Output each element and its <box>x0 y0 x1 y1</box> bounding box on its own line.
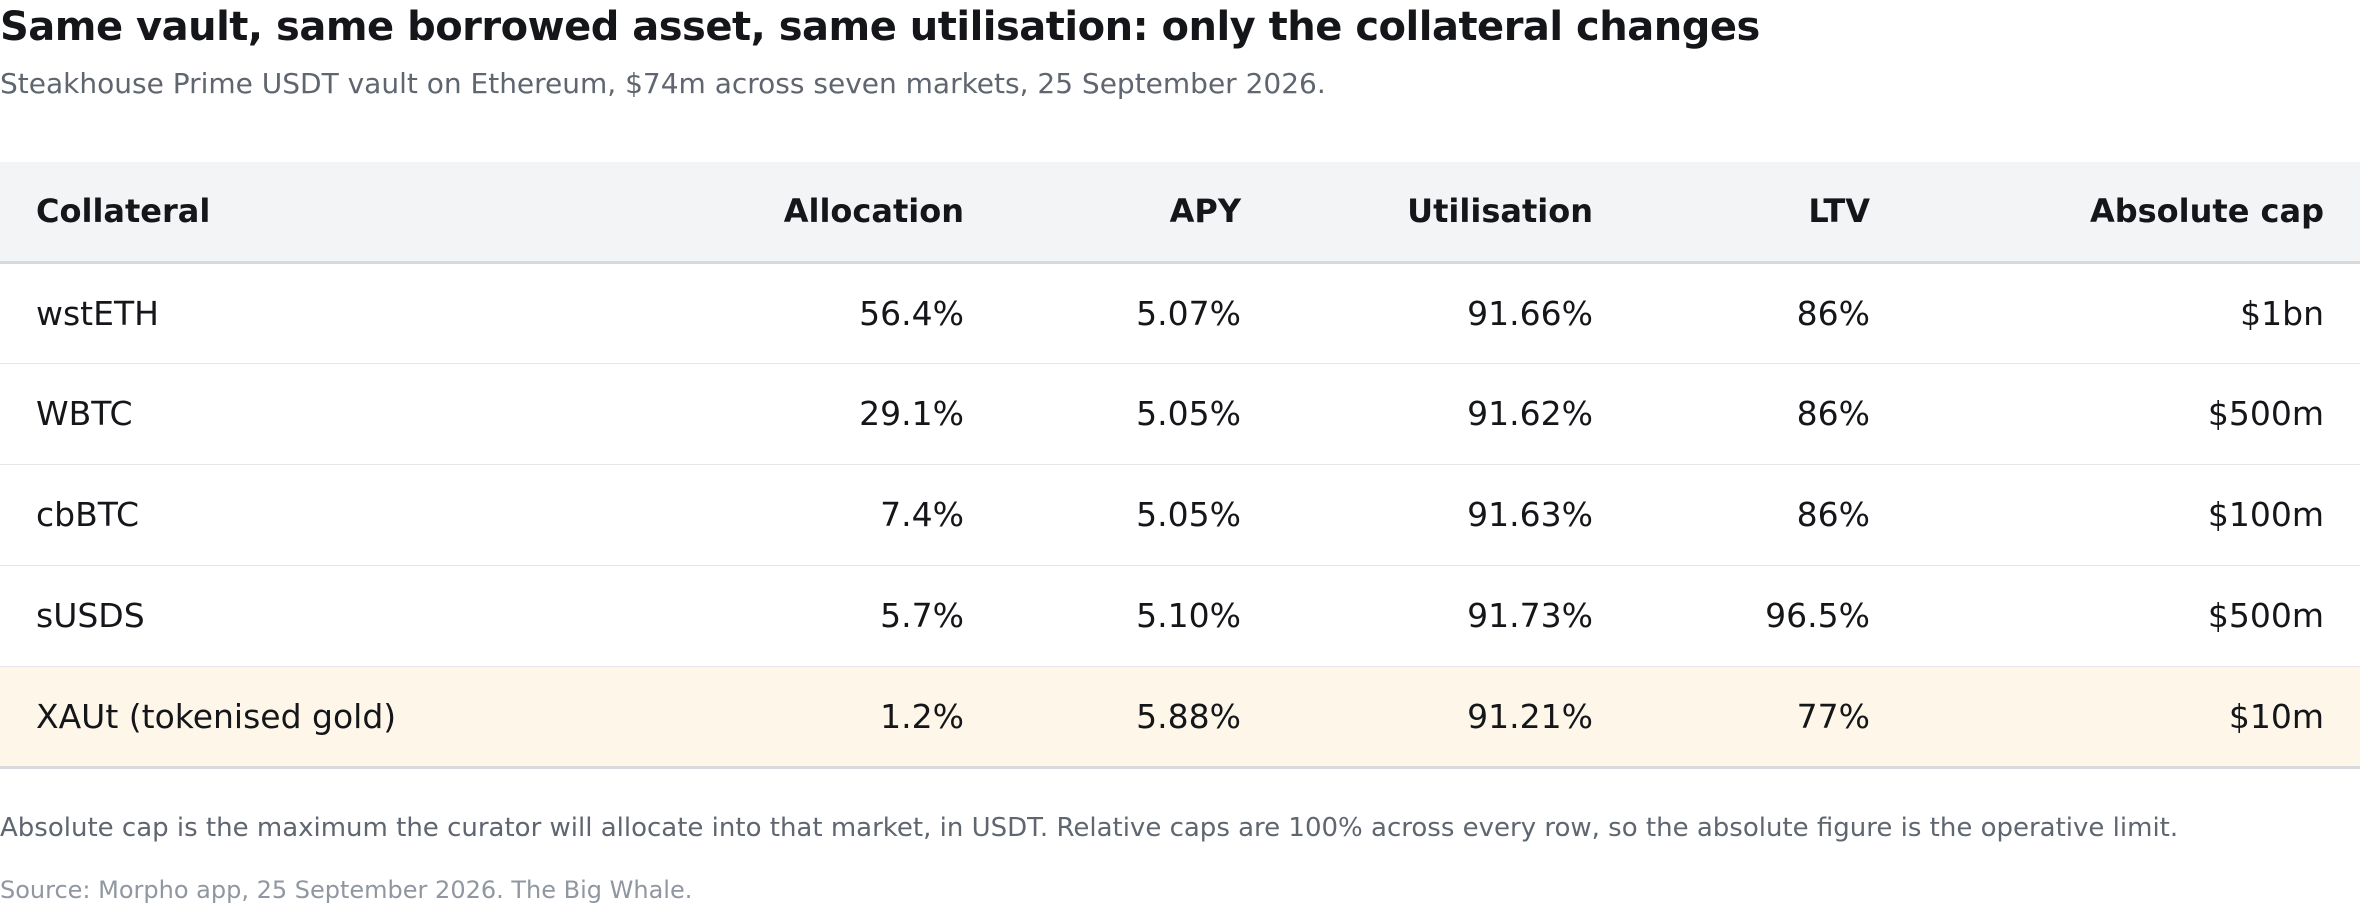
cell-absolute-cap: $1bn <box>1906 262 2360 364</box>
table-row: sUSDS 5.7% 5.10% 91.73% 96.5% $500m <box>0 565 2360 667</box>
column-header-apy: APY <box>1000 162 1277 264</box>
cell-utilisation: 91.73% <box>1277 565 1629 667</box>
cell-ltv: 86% <box>1629 363 1906 465</box>
cell-allocation: 7.4% <box>680 464 1000 566</box>
cell-apy: 5.05% <box>1000 464 1277 566</box>
cell-collateral: sUSDS <box>0 565 680 667</box>
cell-utilisation: 91.63% <box>1277 464 1629 566</box>
footnote: Absolute cap is the maximum the curator … <box>0 813 2179 843</box>
cell-apy: 5.10% <box>1000 565 1277 667</box>
column-header-utilisation: Utilisation <box>1277 162 1629 264</box>
cell-allocation: 29.1% <box>680 363 1000 465</box>
cell-allocation: 56.4% <box>680 262 1000 364</box>
cell-apy: 5.07% <box>1000 262 1277 364</box>
cell-ltv: 86% <box>1629 262 1906 364</box>
column-header-allocation: Allocation <box>680 162 1000 264</box>
cell-utilisation: 91.21% <box>1277 666 1629 769</box>
cell-utilisation: 91.62% <box>1277 363 1629 465</box>
cell-allocation: 5.7% <box>680 565 1000 667</box>
cell-collateral: WBTC <box>0 363 680 465</box>
column-header-absolute-cap: Absolute cap <box>1906 162 2360 264</box>
cell-absolute-cap: $500m <box>1906 565 2360 667</box>
cell-absolute-cap: $500m <box>1906 363 2360 465</box>
cell-allocation: 1.2% <box>680 666 1000 769</box>
cell-ltv: 77% <box>1629 666 1906 769</box>
cell-ltv: 86% <box>1629 464 1906 566</box>
column-header-collateral: Collateral <box>0 162 680 264</box>
cell-apy: 5.88% <box>1000 666 1277 769</box>
table-row: wstETH 56.4% 5.07% 91.66% 86% $1bn <box>0 262 2360 364</box>
table-row: WBTC 29.1% 5.05% 91.62% 86% $500m <box>0 363 2360 465</box>
cell-collateral: XAUt (tokenised gold) <box>0 666 680 769</box>
source-note: Source: Morpho app, 25 September 2026. T… <box>0 876 693 904</box>
cell-collateral: cbBTC <box>0 464 680 566</box>
page-title: Same vault, same borrowed asset, same ut… <box>0 4 1760 50</box>
cell-utilisation: 91.66% <box>1277 262 1629 364</box>
table-header-row: Collateral Allocation APY Utilisation LT… <box>0 162 2360 264</box>
column-header-ltv: LTV <box>1629 162 1906 264</box>
table-row: cbBTC 7.4% 5.05% 91.63% 86% $100m <box>0 464 2360 566</box>
cell-ltv: 96.5% <box>1629 565 1906 667</box>
cell-collateral: wstETH <box>0 262 680 364</box>
cell-apy: 5.05% <box>1000 363 1277 465</box>
cell-absolute-cap: $100m <box>1906 464 2360 566</box>
vault-markets-table: Collateral Allocation APY Utilisation LT… <box>0 162 2360 769</box>
cell-absolute-cap: $10m <box>1906 666 2360 769</box>
page-subtitle: Steakhouse Prime USDT vault on Ethereum,… <box>0 67 1326 100</box>
table-row-highlighted: XAUt (tokenised gold) 1.2% 5.88% 91.21% … <box>0 666 2360 769</box>
